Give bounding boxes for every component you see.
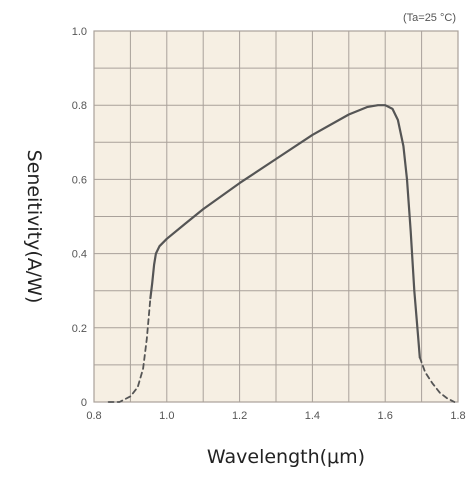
condition-annotation: (Ta=25 °C) — [403, 12, 456, 24]
series-line-solid-0 — [149, 104, 421, 359]
series-line-dashed-1 — [107, 297, 152, 403]
x-axis-label: Wavelength(μm) — [207, 446, 365, 468]
x-tick-label: 1.8 — [450, 410, 465, 422]
y-tick-label: 0 — [81, 397, 87, 409]
y-tick-label: 0.2 — [72, 323, 87, 335]
x-tick-label: 0.8 — [86, 410, 101, 422]
y-tick-label: 0.4 — [72, 249, 87, 261]
x-tick-label: 1.4 — [305, 410, 320, 422]
x-tick-label: 1.0 — [159, 410, 174, 422]
x-tick-label: 1.6 — [378, 410, 393, 422]
series-line-dashed-2 — [418, 356, 456, 403]
x-tick-labels: 0.8 1.0 1.2 1.4 1.6 1.8 — [86, 410, 465, 422]
y-tick-label: 1.0 — [72, 26, 87, 38]
x-tick-label: 1.2 — [232, 410, 247, 422]
y-tick-label: 0.6 — [72, 174, 87, 186]
series-group — [107, 104, 456, 403]
y-axis-label: Seneitivity(A/W) — [23, 150, 45, 304]
y-tick-label: 0.8 — [72, 100, 87, 112]
y-tick-labels: 0 0.2 0.4 0.6 0.8 1.0 — [72, 26, 87, 409]
grid-lines — [94, 31, 458, 402]
